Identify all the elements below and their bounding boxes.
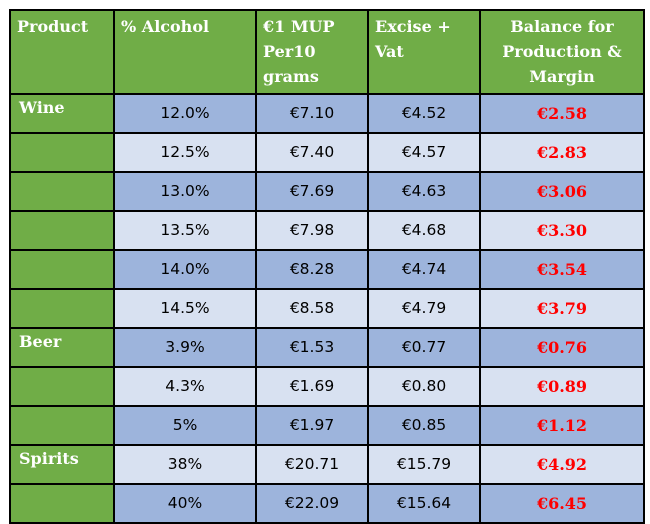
excise-cell: €0.80 (367, 366, 481, 407)
product-cell (9, 366, 115, 407)
table-row: Spirits 38% €20.71 €15.79 €4.92 (9, 444, 645, 485)
table-row: 12.5% €7.40 €4.57 €2.83 (9, 132, 645, 173)
product-cell (9, 132, 115, 173)
balance-cell: €2.83 (479, 132, 645, 173)
balance-cell: €1.12 (479, 405, 645, 446)
mup-cell: €7.10 (255, 93, 369, 134)
excise-cell: €4.63 (367, 171, 481, 212)
mup-cell: €22.09 (255, 483, 369, 524)
header-excise: Excise + Vat (367, 9, 481, 95)
mup-cell: €7.40 (255, 132, 369, 173)
table-container: Product % Alcohol €1 MUP Per10 grams Exc… (9, 9, 645, 524)
alcohol-cell: 3.9% (113, 327, 257, 368)
excise-cell: €15.79 (367, 444, 481, 485)
product-cell (9, 483, 115, 524)
table-row: 5% €1.97 €0.85 €1.12 (9, 405, 645, 446)
alcohol-cell: 13.5% (113, 210, 257, 251)
alcohol-cell: 4.3% (113, 366, 257, 407)
table-row: 14.5% €8.58 €4.79 €3.79 (9, 288, 645, 329)
header-balance: Balance for Production & Margin (479, 9, 645, 95)
alcohol-pricing-table: Product % Alcohol €1 MUP Per10 grams Exc… (9, 9, 645, 524)
mup-cell: €8.28 (255, 249, 369, 290)
table-row: 14.0% €8.28 €4.74 €3.54 (9, 249, 645, 290)
excise-cell: €4.74 (367, 249, 481, 290)
table-row: 40% €22.09 €15.64 €6.45 (9, 483, 645, 524)
excise-cell: €4.52 (367, 93, 481, 134)
mup-cell: €7.69 (255, 171, 369, 212)
alcohol-cell: 12.0% (113, 93, 257, 134)
balance-cell: €3.06 (479, 171, 645, 212)
balance-cell: €3.54 (479, 249, 645, 290)
excise-cell: €0.77 (367, 327, 481, 368)
excise-cell: €4.57 (367, 132, 481, 173)
product-cell: Beer (9, 327, 115, 368)
alcohol-cell: 14.5% (113, 288, 257, 329)
balance-cell: €0.76 (479, 327, 645, 368)
mup-cell: €7.98 (255, 210, 369, 251)
header-mup: €1 MUP Per10 grams (255, 9, 369, 95)
table-row: Beer 3.9% €1.53 €0.77 €0.76 (9, 327, 645, 368)
balance-cell: €3.30 (479, 210, 645, 251)
table-row: 4.3% €1.69 €0.80 €0.89 (9, 366, 645, 407)
header-alcohol: % Alcohol (113, 9, 257, 95)
balance-cell: €3.79 (479, 288, 645, 329)
mup-cell: €1.53 (255, 327, 369, 368)
balance-cell: €6.45 (479, 483, 645, 524)
product-cell (9, 288, 115, 329)
mup-cell: €1.97 (255, 405, 369, 446)
table-row: 13.5% €7.98 €4.68 €3.30 (9, 210, 645, 251)
product-cell: Wine (9, 93, 115, 134)
product-cell (9, 171, 115, 212)
alcohol-cell: 5% (113, 405, 257, 446)
mup-cell: €20.71 (255, 444, 369, 485)
mup-cell: €8.58 (255, 288, 369, 329)
alcohol-cell: 13.0% (113, 171, 257, 212)
product-cell (9, 405, 115, 446)
alcohol-cell: 40% (113, 483, 257, 524)
table-row: 13.0% €7.69 €4.63 €3.06 (9, 171, 645, 212)
excise-cell: €0.85 (367, 405, 481, 446)
excise-cell: €4.68 (367, 210, 481, 251)
product-cell (9, 249, 115, 290)
product-cell (9, 210, 115, 251)
product-cell: Spirits (9, 444, 115, 485)
excise-cell: €15.64 (367, 483, 481, 524)
excise-cell: €4.79 (367, 288, 481, 329)
header-row: Product % Alcohol €1 MUP Per10 grams Exc… (9, 9, 645, 95)
alcohol-cell: 14.0% (113, 249, 257, 290)
table-row: Wine 12.0% €7.10 €4.52 €2.58 (9, 93, 645, 134)
alcohol-cell: 38% (113, 444, 257, 485)
balance-cell: €0.89 (479, 366, 645, 407)
alcohol-cell: 12.5% (113, 132, 257, 173)
balance-cell: €4.92 (479, 444, 645, 485)
header-product: Product (9, 9, 115, 95)
balance-cell: €2.58 (479, 93, 645, 134)
mup-cell: €1.69 (255, 366, 369, 407)
